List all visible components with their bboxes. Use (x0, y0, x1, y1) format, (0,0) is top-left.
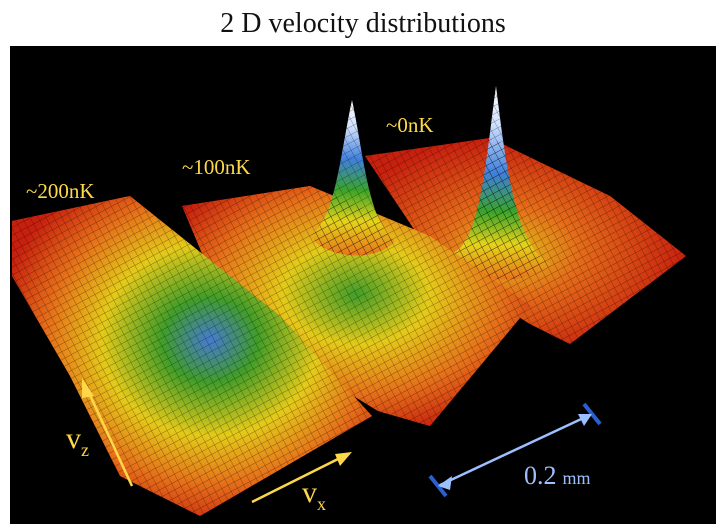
figure-title: 2 D velocity distributions (220, 8, 506, 39)
scale-bar (428, 402, 602, 498)
panel-100nk-surface (182, 100, 530, 426)
label-100nk: ~100nK (182, 155, 251, 179)
label-0nk: ~0nK (386, 113, 434, 137)
velocity-surface-image: ~200nK ~100nK ~0nK vz vx 0.2 mm (12, 86, 686, 516)
vz-label: vz (66, 422, 89, 460)
vx-label: vx (302, 476, 326, 514)
plot-frame: ~200nK ~100nK ~0nK vz vx 0.2 mm (10, 46, 716, 524)
scale-bar-label: 0.2 mm (524, 461, 591, 490)
vz-arrow (82, 378, 134, 487)
panel-0nk-surface (365, 86, 686, 344)
label-200nk: ~200nK (26, 179, 95, 203)
panel-200nk-surface (12, 196, 372, 516)
vx-arrow (251, 452, 352, 504)
